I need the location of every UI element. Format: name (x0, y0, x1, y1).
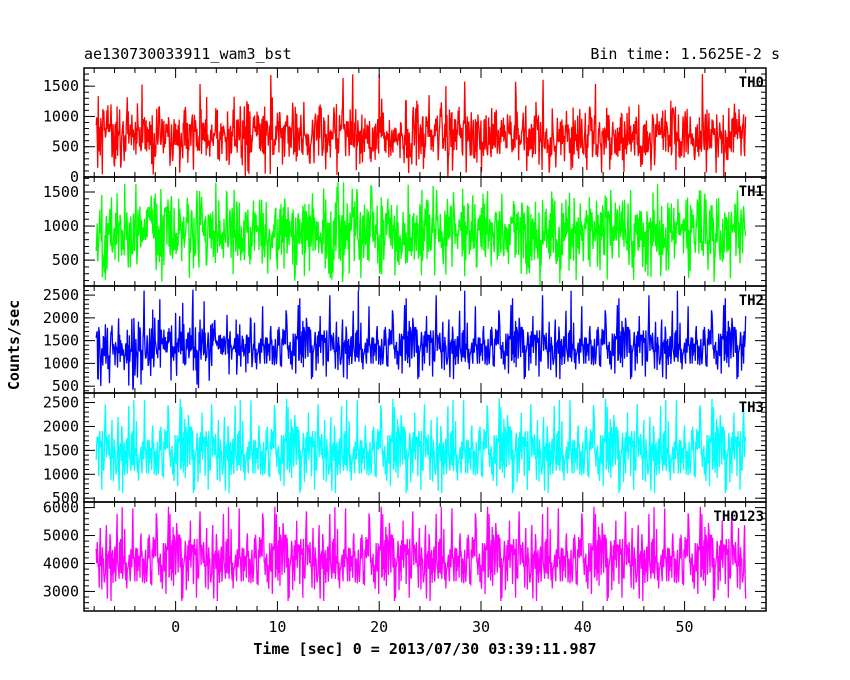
y-tick-label: 2000 (43, 309, 79, 327)
y-tick-label: 2500 (43, 286, 79, 304)
x-tick-label: 0 (171, 618, 180, 636)
panel-label: TH0123 (713, 509, 764, 525)
y-tick-label: 3000 (43, 582, 79, 600)
y-tick-label: 1500 (43, 441, 79, 459)
series-th0 (95, 74, 747, 177)
x-tick-label: 30 (472, 618, 490, 636)
y-tick-label: 500 (52, 138, 79, 156)
y-tick-label: 6000 (43, 499, 79, 517)
series-th2 (95, 289, 747, 390)
y-axis-label: Counts/sec (5, 300, 23, 390)
y-tick-label: 1000 (43, 354, 79, 372)
series-th1 (95, 182, 747, 286)
y-tick-label: 1000 (43, 217, 79, 235)
panel-th1: 500 1000 1500 TH1 (43, 176, 767, 287)
series-th0123 (95, 506, 747, 601)
x-tick-label: 50 (676, 618, 694, 636)
y-tick-label: 5000 (43, 527, 79, 545)
x-tick-label: 40 (574, 618, 592, 636)
y-tick-label: 500 (52, 251, 79, 269)
panel-label: TH0 (739, 75, 764, 91)
y-tick-label: 0 (70, 168, 79, 186)
panel-th0: 0 500 1000 1500 TH0 (43, 67, 767, 186)
observation-id: ae130730033911_wam3_bst (84, 45, 292, 63)
y-tick-label: 1500 (43, 183, 79, 201)
y-tick-label: 500 (52, 377, 79, 395)
panel-th2: 500 1000 1500 2000 2500 TH2 (43, 285, 767, 395)
bin-time-label: Bin time: 1.5625E-2 s (590, 45, 780, 63)
y-tick-label: 2000 (43, 417, 79, 435)
panel-frame (83, 501, 767, 612)
series-th3 (95, 398, 747, 494)
y-tick-label: 500 (52, 489, 79, 507)
x-tick-label: 20 (370, 618, 388, 636)
x-axis-label: Time [sec] 0 = 2013/07/30 03:39:11.987 (253, 640, 596, 658)
x-tick-label: 10 (268, 618, 286, 636)
y-tick-label: 4000 (43, 554, 79, 572)
y-tick-label: 1000 (43, 465, 79, 483)
y-tick-label: 1000 (43, 107, 79, 125)
panel-label: TH2 (739, 293, 764, 309)
panel-label: TH3 (739, 400, 764, 416)
panel-th0123: 3000 4000 5000 6000 TH0123 (43, 499, 767, 612)
panel-th3: 500 1000 1500 2000 2500 TH3 (43, 392, 767, 507)
y-tick-label: 1500 (43, 77, 79, 95)
panel-label: TH1 (739, 184, 764, 200)
y-tick-label: 1500 (43, 332, 79, 350)
y-tick-label: 2500 (43, 394, 79, 412)
